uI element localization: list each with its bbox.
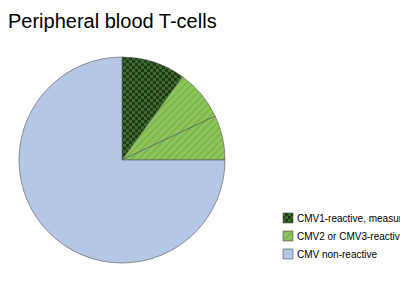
legend-swatch xyxy=(283,213,293,223)
legend: CMV1-reactive, measured CMV2 or CMV3-reac… xyxy=(283,213,400,260)
chart-svg: Peripheral blood T-cells CMV1-reactive, m… xyxy=(0,0,400,287)
legend-label: CMV non-reactive xyxy=(297,249,377,260)
legend-swatch xyxy=(283,231,293,241)
legend-label: CMV2 or CMV3-reactive xyxy=(297,231,400,242)
pie xyxy=(19,57,225,263)
pie-slice xyxy=(122,116,225,160)
legend-swatch xyxy=(283,249,293,259)
pie-slice xyxy=(19,57,225,263)
chart-title: Peripheral blood T-cells xyxy=(8,10,217,32)
legend-label: CMV1-reactive, measured xyxy=(297,213,400,224)
chart-container: Peripheral blood T-cells CMV1-reactive, m… xyxy=(0,0,400,287)
